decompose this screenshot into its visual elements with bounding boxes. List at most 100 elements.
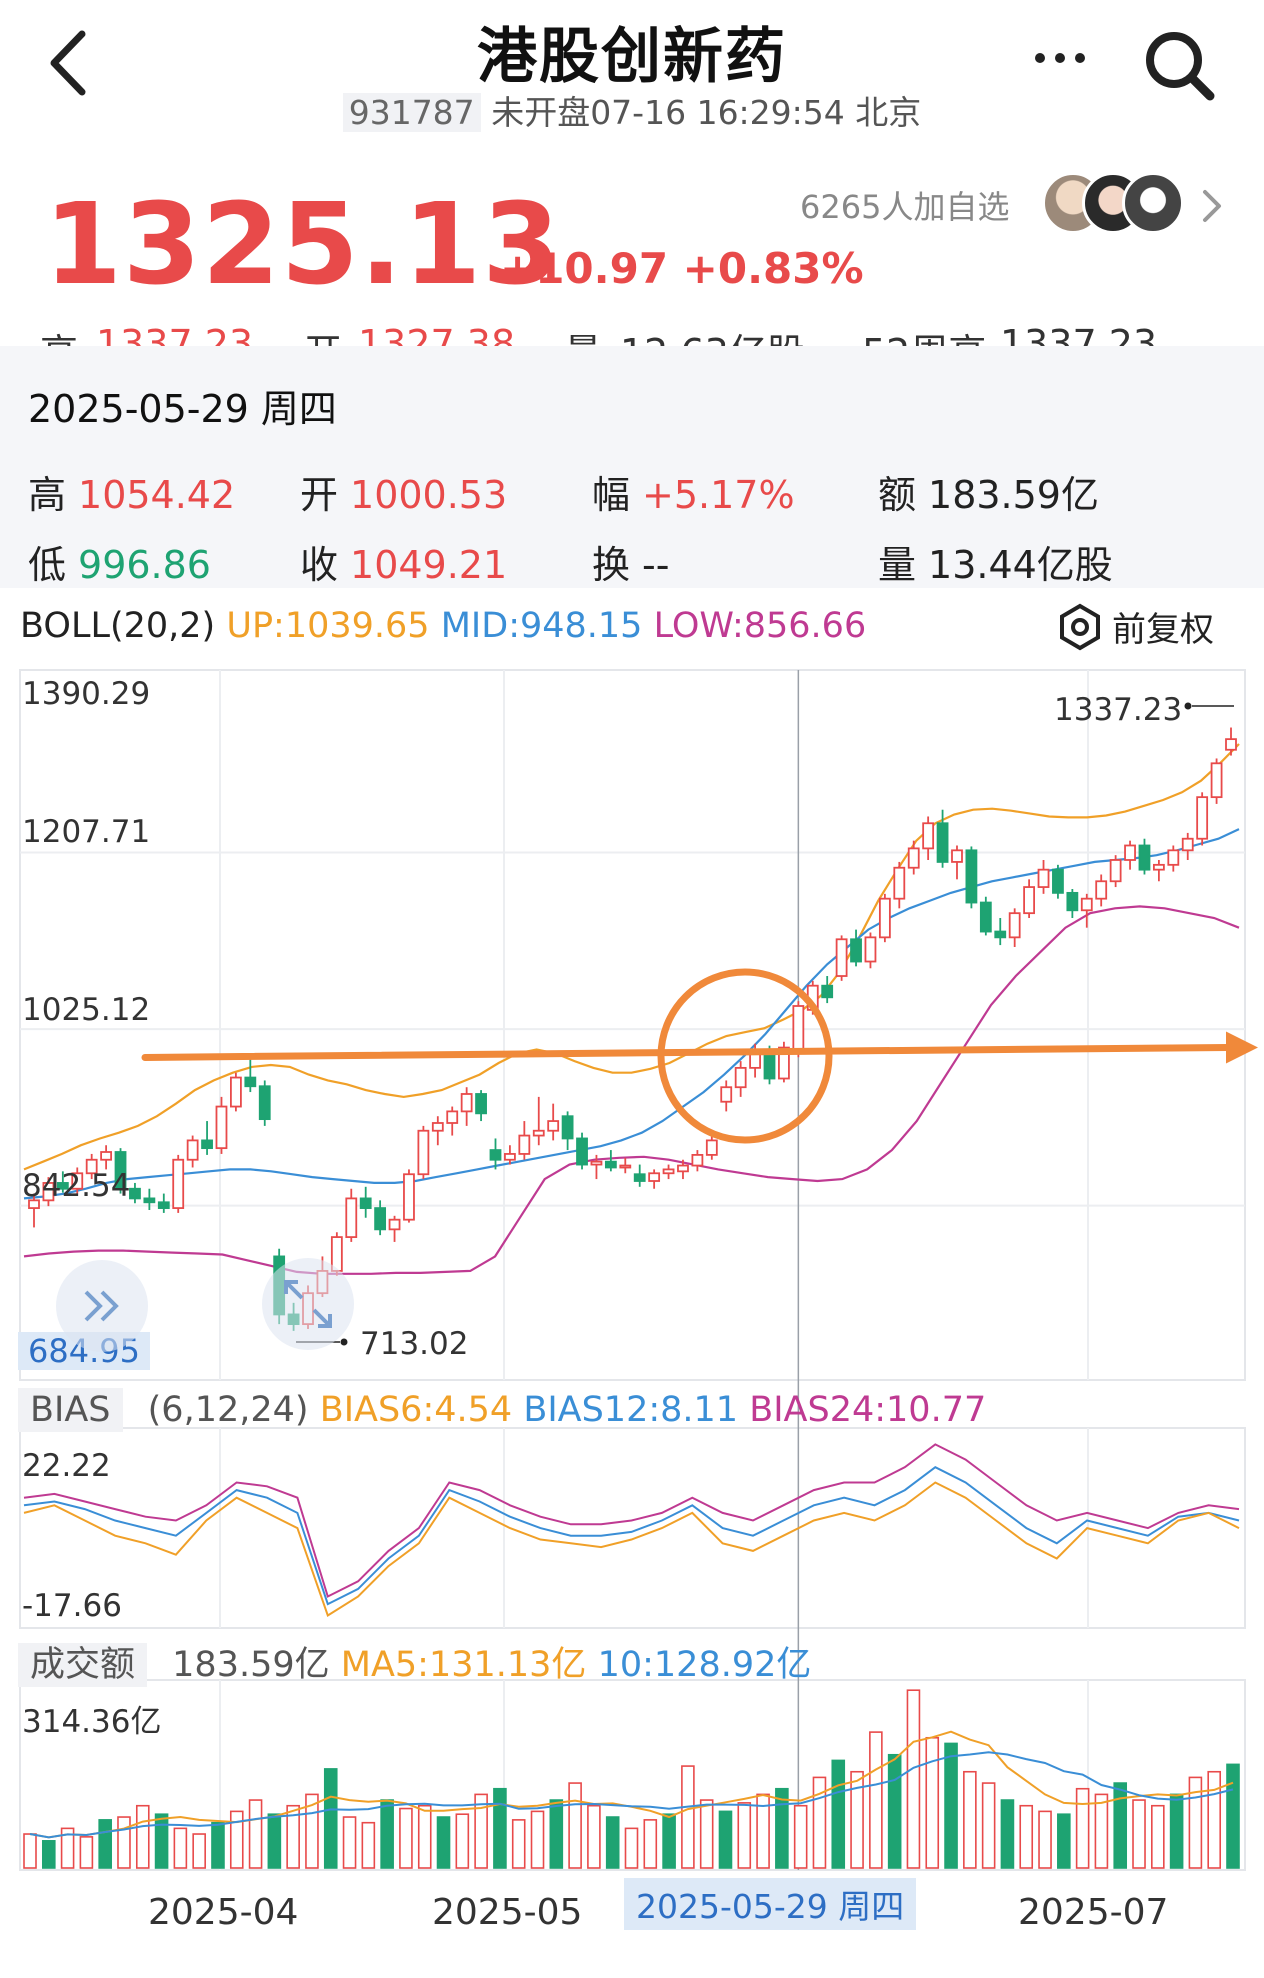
amount-name: 成交额 — [18, 1643, 148, 1687]
value: 996.86 — [78, 543, 211, 587]
amount-bar — [699, 1799, 714, 1869]
amount-panel-frame — [19, 1679, 1246, 1871]
amount-bar — [511, 1819, 526, 1869]
summary-high-label: 高 — [40, 322, 78, 348]
amount-bar — [323, 1768, 338, 1869]
boll-mid-line — [23, 828, 1240, 1200]
amount-bar — [681, 1765, 695, 1869]
candle-body — [114, 1151, 127, 1190]
y-tick-label: 1207.71 — [22, 814, 151, 850]
amount-bar — [981, 1782, 996, 1869]
amount-bar — [737, 1802, 752, 1869]
amount-bar — [1207, 1770, 1222, 1869]
summary-open-value: 1327.38 — [358, 322, 516, 348]
candle-body — [994, 930, 1007, 939]
candle-body — [374, 1207, 387, 1231]
bias12-line — [23, 1466, 1240, 1606]
summary-52w-value: 1337.23 — [1000, 322, 1158, 348]
expand-icon — [284, 1280, 332, 1328]
candle-body — [345, 1197, 358, 1238]
amount-bar — [568, 1782, 582, 1869]
expand-chart-button[interactable] — [262, 1258, 354, 1350]
label: 量 — [878, 543, 917, 587]
amount-bar — [135, 1804, 150, 1869]
double-chevron-right-icon — [84, 1290, 119, 1322]
candle-detail-panel: 2025-05-29 周四 高 1054.42 开 1000.53 幅 +5.17% … — [0, 346, 1264, 588]
candle-body — [893, 866, 906, 900]
chevron-right-icon[interactable] — [1200, 188, 1224, 224]
candle-body — [129, 1187, 141, 1200]
watchlist-count[interactable]: 6265人加自选 — [800, 188, 1010, 226]
index-code: 931787 — [342, 93, 481, 132]
amount-bar — [1169, 1793, 1184, 1869]
candle-body — [532, 1129, 545, 1137]
candle-body — [143, 1197, 156, 1204]
summary-volume-label: 量 — [564, 322, 602, 348]
annotation-arrowhead — [1226, 1031, 1258, 1064]
amount-bar — [1226, 1763, 1240, 1869]
detail-date: 2025-05-29 周四 — [28, 387, 337, 431]
market-status: 931787 未开盘07-16 16:29:54 北京 — [0, 86, 1264, 134]
candle-body — [734, 1066, 747, 1089]
candle-body — [172, 1158, 185, 1209]
candle-body — [244, 1076, 257, 1088]
amount-max-label: 314.36亿 — [22, 1704, 162, 1740]
candle-body — [230, 1076, 242, 1108]
amount-bar — [1094, 1793, 1109, 1869]
candle-body — [907, 847, 920, 869]
label: 幅 — [592, 473, 631, 517]
scroll-right-button[interactable] — [56, 1260, 148, 1352]
candle-body — [576, 1137, 588, 1166]
candle-body — [965, 849, 978, 904]
boll-legend[interactable]: BOLL(20,2) UP:1039.65 MID:948.15 LOW:856… — [20, 606, 866, 646]
candle-body — [1181, 837, 1194, 852]
candle-body — [763, 1052, 776, 1080]
candle-body — [835, 938, 848, 977]
detail-low: 低 996.86 — [28, 534, 211, 589]
label: 收 — [300, 543, 339, 587]
bias-params: (6,12,24) — [147, 1390, 309, 1430]
min-price-label: 713.02 — [360, 1326, 469, 1362]
amount-bar — [925, 1736, 940, 1869]
candle-body — [85, 1158, 98, 1175]
candle-body — [648, 1172, 661, 1182]
candle-body — [1095, 880, 1108, 900]
candle-body — [504, 1153, 516, 1161]
boll-lower-line — [23, 905, 1240, 1275]
boll-upper-line — [23, 743, 1240, 1171]
candle-body — [1124, 844, 1136, 861]
amount-bar — [23, 1833, 37, 1869]
bias-min-label: -17.66 — [22, 1588, 122, 1624]
avatar-group[interactable] — [1042, 172, 1184, 234]
amount-bar — [417, 1804, 432, 1869]
candle-body — [1037, 868, 1050, 888]
bias-legend[interactable]: BIAS (6,12,24) BIAS6:4.54 BIAS12:8.11 BI… — [18, 1388, 986, 1432]
more-icon[interactable] — [1030, 36, 1090, 76]
candle-body — [489, 1149, 502, 1161]
price-adjust-button[interactable]: 前复权 — [1056, 602, 1214, 651]
amount-bar — [229, 1810, 244, 1869]
price-change: +10.97 +0.83% — [500, 244, 864, 293]
top-bar: 港股创新药 931787 未开盘07-16 16:29:54 北京 — [0, 0, 1264, 150]
amount-legend[interactable]: 成交额 183.59亿 MA5:131.13亿 10:128.92亿 — [18, 1636, 811, 1687]
candle-body — [850, 938, 862, 963]
value: 13.44亿股 — [928, 543, 1113, 587]
candle-body — [604, 1160, 617, 1169]
candle-body — [403, 1173, 415, 1221]
amount-bar — [399, 1807, 413, 1869]
candle-body — [71, 1172, 84, 1190]
chevron-left-icon[interactable] — [44, 28, 94, 98]
search-icon[interactable] — [1140, 26, 1220, 106]
detail-amount: 额 183.59亿 — [878, 464, 1099, 519]
amount-bar — [869, 1731, 883, 1869]
value: -- — [642, 543, 670, 587]
annotation-circle — [657, 968, 833, 1144]
amount-bar — [474, 1793, 488, 1869]
candle-body — [258, 1085, 271, 1121]
candle-body — [518, 1134, 531, 1155]
amount-bar — [1075, 1787, 1090, 1869]
amount-bar — [887, 1753, 902, 1869]
amount-bar — [718, 1810, 733, 1869]
label: 换 — [592, 543, 631, 587]
